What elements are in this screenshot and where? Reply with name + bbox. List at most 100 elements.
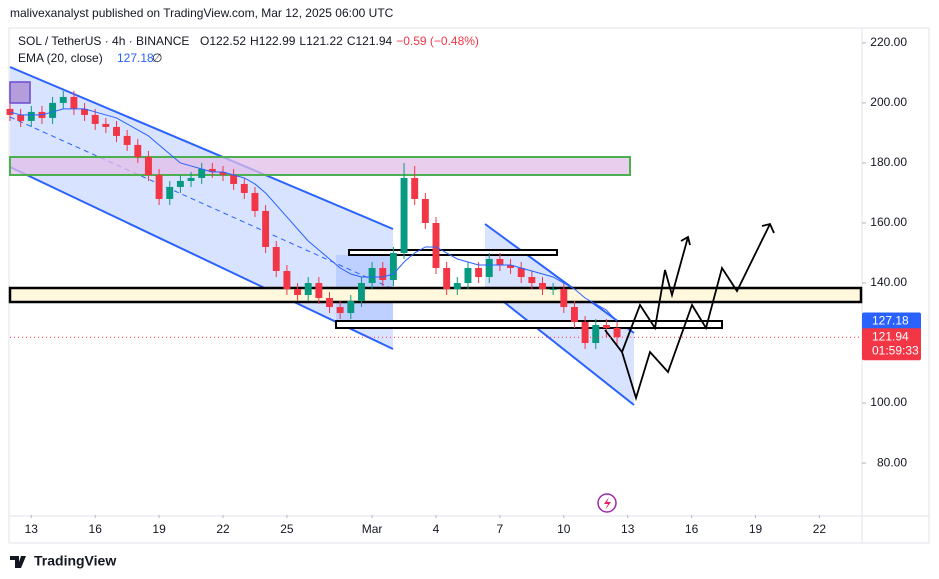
candle-body	[347, 301, 355, 314]
brand: TradingView	[34, 553, 116, 569]
x-tick-label: 16	[89, 522, 103, 536]
candle-body	[421, 198, 429, 223]
y-tick-label: 180.00	[870, 155, 907, 169]
candle-body	[475, 267, 483, 278]
candle-body	[336, 307, 344, 314]
x-tick-label: 22	[813, 522, 827, 536]
x-tick-label: 19	[749, 522, 763, 536]
candle-body	[315, 283, 323, 299]
x-tick-label: 13	[25, 522, 39, 536]
candle-body	[176, 180, 184, 187]
candle-body	[485, 258, 493, 278]
channel-mid	[9, 116, 394, 290]
candle-body	[560, 289, 568, 308]
candle-body	[496, 258, 504, 265]
ohlc-value: O122.52	[200, 34, 246, 48]
icon	[597, 493, 617, 513]
candle-body	[283, 270, 291, 290]
attribution: malivexanalyst published on TradingView.…	[10, 6, 394, 20]
candle-body	[400, 177, 408, 253]
candle-body	[27, 111, 35, 121]
candle-body	[389, 252, 397, 281]
legend: SOL / TetherUS · 4h · BINANCE O122.52 H12…	[18, 34, 479, 65]
candle-body	[123, 135, 131, 145]
candle-body	[304, 283, 312, 296]
logo	[10, 556, 26, 568]
y-tick-label: 100.00	[870, 395, 907, 409]
frame	[8, 27, 930, 544]
x-tick-label: 13	[621, 522, 635, 536]
zone	[9, 156, 631, 176]
zone	[8, 286, 863, 304]
channel-line	[484, 223, 635, 334]
candle-body	[59, 96, 67, 103]
candle-body	[602, 325, 610, 329]
zone	[335, 320, 723, 329]
zone	[348, 249, 558, 256]
candle-body	[411, 177, 419, 199]
x-tick-label: Mar	[362, 522, 383, 536]
candle-body	[507, 264, 515, 268]
candle-body	[144, 156, 152, 175]
candle-body	[517, 267, 525, 278]
candle-body	[539, 283, 546, 290]
candle-body	[357, 283, 365, 302]
ohlc-legend: O122.52 H122.99 L121.22 C121.94 −0.59 (−0.48…	[200, 34, 479, 48]
countdown: 01:59:33	[872, 343, 919, 357]
x-tick-label: 19	[152, 522, 166, 536]
marks	[6, 90, 621, 350]
candle-body	[134, 144, 142, 157]
icon	[604, 497, 611, 510]
candle-body	[326, 298, 333, 308]
candle-body	[81, 108, 89, 115]
candle-body	[368, 267, 376, 284]
candle-body	[230, 174, 238, 184]
channel-line	[9, 166, 394, 350]
ohlc-value: L121.22	[299, 34, 343, 48]
ema-tag-label: 127.18	[872, 314, 909, 328]
channel-line	[484, 286, 635, 406]
candle-body	[91, 114, 99, 124]
candle-body	[166, 186, 174, 199]
candle-body	[592, 325, 600, 344]
candle-body	[549, 289, 557, 291]
candle-body	[219, 171, 227, 175]
candle-body	[272, 246, 280, 271]
candle-body	[251, 192, 259, 211]
symbol-title: SOL / TetherUS · 4h · BINANCE	[18, 34, 189, 48]
candle-body	[581, 322, 589, 344]
candle-body	[613, 328, 621, 338]
candle-body	[17, 114, 25, 121]
candle-body	[208, 168, 216, 172]
candle-body	[443, 267, 451, 290]
candle-body	[262, 210, 270, 247]
x-tick-label: 16	[685, 522, 699, 536]
x-tick-label: 22	[216, 522, 230, 536]
ohlc-value: H122.99	[250, 34, 296, 48]
projection-path	[621, 223, 771, 402]
ohlc-value: −0.59 (−0.48%)	[396, 34, 479, 48]
price-tag	[862, 328, 921, 361]
zone	[9, 81, 31, 104]
candle-body	[102, 123, 110, 127]
y-tick-label: 80.00	[877, 455, 907, 469]
candle-body	[198, 168, 206, 178]
arrow-head	[761, 222, 775, 234]
y-tick-label: 200.00	[870, 95, 907, 109]
arrow-head	[680, 235, 691, 246]
candle-body	[432, 222, 440, 268]
candle-body	[528, 277, 536, 284]
ema-line	[9, 108, 618, 322]
y-tick-label: 220.00	[870, 35, 907, 49]
ema-legend: EMA (20, close)	[18, 51, 103, 65]
candle-body	[240, 183, 248, 193]
x-tick-label: 25	[280, 522, 294, 536]
candle-body	[49, 102, 57, 118]
candle-body	[464, 267, 472, 284]
candle-body	[113, 126, 120, 136]
candle-body	[155, 174, 163, 199]
ema-legend-value: 127.18	[117, 51, 154, 65]
x-tick-label: 10	[557, 522, 571, 536]
x-tick-label: 4	[433, 522, 440, 536]
